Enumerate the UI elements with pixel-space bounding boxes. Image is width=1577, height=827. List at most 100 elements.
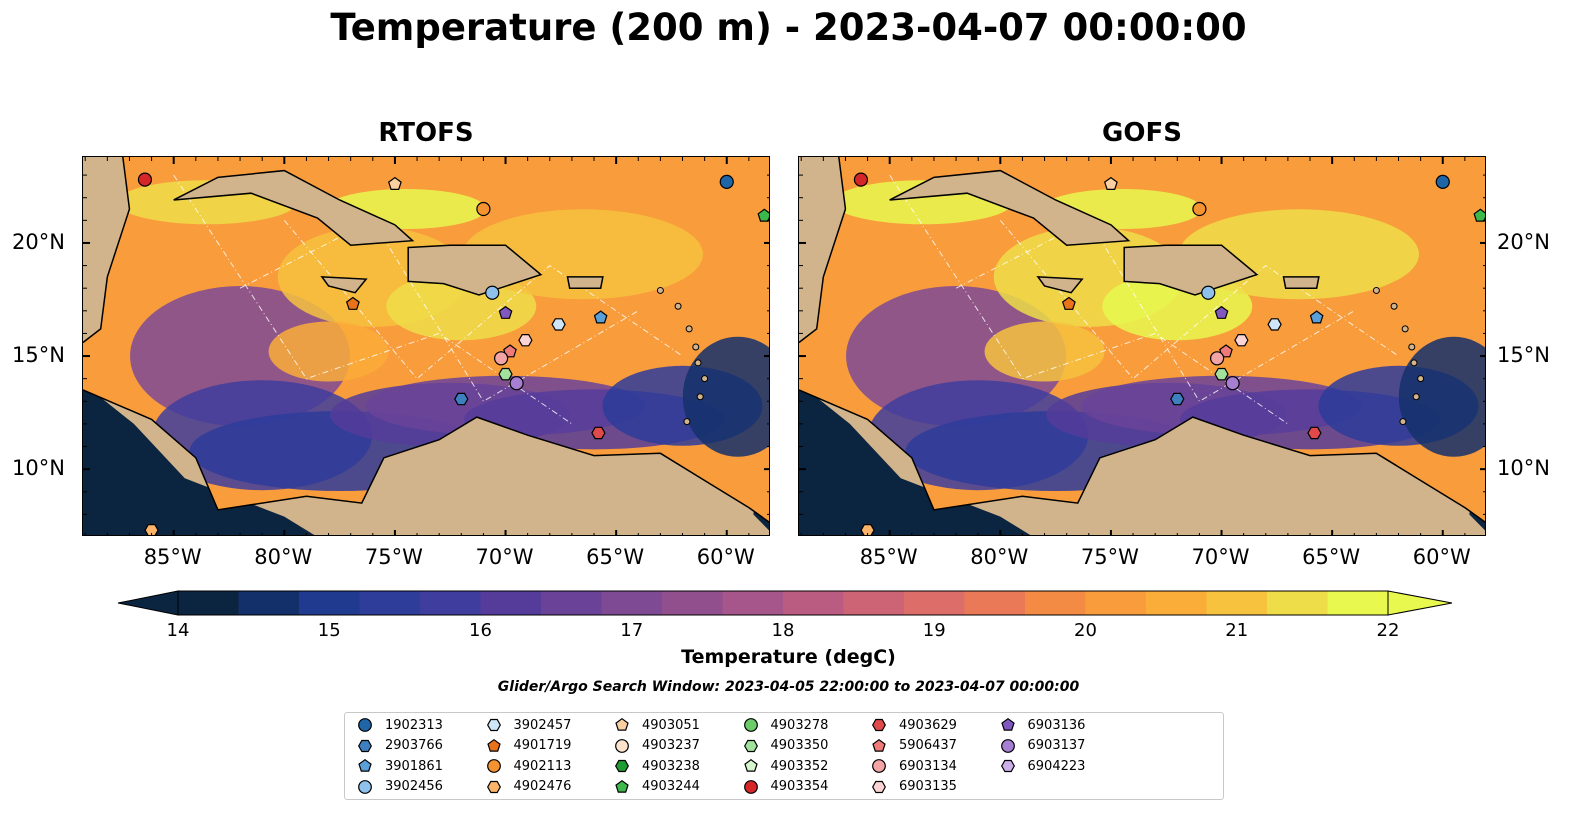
lon-tick-label: 70°W (475, 545, 534, 569)
legend-label: 6904223 (1027, 758, 1086, 774)
legend-item-4901719: 4901719 (486, 736, 572, 756)
map-panel-rtofs[interactable] (82, 156, 770, 536)
float-marker-4903051[interactable] (387, 176, 402, 190)
colorbar-tick-label: 21 (1225, 620, 1249, 641)
legend-hexagon-icon (615, 759, 629, 773)
float-marker-6903136[interactable] (1214, 305, 1229, 319)
float-marker-3901861[interactable] (1309, 310, 1324, 324)
legend-item-3902456: 3902456 (357, 777, 443, 797)
lat-tick-label-left: 10°N (12, 456, 65, 481)
float-marker-4901719[interactable] (1061, 296, 1076, 310)
figure-title: Temperature (200 m) - 2023-04-07 00:00:0… (330, 6, 1247, 49)
lon-tick-label: 60°W (1412, 545, 1471, 569)
legend-item-4903352: 4903352 (743, 756, 828, 776)
legend-item-2903766: 2903766 (357, 736, 443, 756)
float-marker-6903136[interactable] (498, 305, 513, 319)
lat-tick-label-right: 20°N (1497, 229, 1550, 254)
colorbar-bin (420, 591, 481, 615)
float-marker-4903051[interactable] (1103, 176, 1118, 190)
colorbar-bin (1025, 591, 1086, 615)
legend-label: 6903136 (1027, 717, 1086, 733)
float-marker-4901719[interactable] (345, 296, 360, 310)
colorbar-bin (1085, 591, 1147, 615)
float-marker-3902456[interactable] (485, 285, 500, 300)
float-marker-4903629[interactable] (591, 426, 606, 440)
legend-item-6904223: 6904223 (1000, 756, 1086, 776)
float-marker-6903134[interactable] (494, 351, 509, 366)
legend-label: 3901861 (385, 758, 443, 774)
legend-label: 4903629 (899, 717, 957, 733)
float-marker-6903135[interactable] (1234, 334, 1249, 347)
legend-hexagon-icon (1000, 759, 1015, 773)
colorbar (117, 590, 1453, 616)
colorbar-bin (480, 591, 542, 615)
float-marker-4903629[interactable] (1307, 426, 1322, 440)
float-marker-6903134[interactable] (1210, 351, 1225, 366)
colorbar-bin (722, 591, 784, 615)
legend-item-6903136: 6903136 (1000, 715, 1086, 735)
float-marker-4903350[interactable] (498, 367, 513, 381)
float-marker-4903350[interactable] (1214, 367, 1229, 381)
float-marker-4902113[interactable] (476, 201, 491, 217)
legend-label: 3902456 (385, 779, 443, 794)
legend-item-4903238: 4903238 (614, 756, 700, 776)
float-marker-3902457[interactable] (551, 318, 566, 331)
float-marker-4903244[interactable] (757, 208, 770, 222)
legend-hexagon-icon (486, 780, 501, 793)
legend-item-3901861: 3901861 (357, 756, 443, 776)
legend-label: 3902457 (513, 717, 572, 733)
float-marker-5906437[interactable] (1219, 344, 1233, 358)
colorbar-bin (843, 591, 905, 615)
float-marker-4903244[interactable] (1473, 208, 1486, 222)
float-marker-4902476[interactable] (860, 524, 875, 536)
legend-label: 4901719 (513, 738, 572, 753)
legend-item-4902476: 4902476 (486, 777, 572, 797)
legend-hexagon-icon (486, 718, 501, 732)
colorbar-bin (662, 591, 723, 615)
legend-label: 4902476 (513, 779, 572, 794)
legend-label: 4903350 (770, 738, 829, 753)
float-marker-3902456[interactable] (1201, 285, 1216, 300)
legend-circle-icon (1000, 738, 1015, 753)
legend-pentagon-icon (743, 758, 758, 772)
legend-label: 4903238 (642, 758, 700, 774)
lat-tick-label-left: 20°N (12, 229, 65, 254)
legend-hexagon-icon (872, 780, 886, 793)
colorbar-tick-label: 15 (317, 620, 341, 641)
search-window-text: Glider/Argo Search Window: 2023-04-05 22… (497, 679, 1080, 695)
float-marker-1902313[interactable] (719, 174, 734, 189)
float-marker-1902313[interactable] (1435, 174, 1450, 189)
float-marker-2903766[interactable] (454, 392, 469, 406)
legend-label: 5906437 (899, 738, 957, 753)
colorbar-bin (1267, 591, 1328, 615)
float-marker-6903137[interactable] (509, 376, 524, 391)
float-marker-5906437[interactable] (503, 344, 517, 358)
float-marker-4902113[interactable] (1192, 201, 1207, 217)
legend-item-5906437: 5906437 (871, 736, 957, 756)
colorbar-bin (904, 591, 965, 615)
colorbar-tick-label: 16 (469, 620, 492, 641)
colorbar-bin (601, 591, 663, 615)
float-marker-6903137[interactable] (1225, 376, 1240, 391)
float-marker-4903354[interactable] (137, 172, 153, 187)
map-panel-gofs[interactable] (798, 156, 1486, 536)
colorbar-bin (359, 591, 421, 615)
float-marker-3901861[interactable] (593, 310, 608, 324)
colorbar-bin (1327, 591, 1389, 615)
float-marker-4903354[interactable] (853, 172, 869, 187)
legend-circle-icon (358, 779, 372, 794)
lon-tick-label: 85°W (859, 545, 918, 569)
legend-item-4903244: 4903244 (614, 777, 700, 797)
legend-circle-icon (872, 759, 886, 773)
float-marker-2903766[interactable] (1170, 392, 1185, 406)
float-marker-3902457[interactable] (1267, 318, 1282, 331)
legend-item-4903354: 4903354 (743, 777, 828, 797)
legend-hexagon-icon (743, 739, 758, 752)
legend-item-4903629: 4903629 (871, 715, 957, 735)
lon-tick-label: 75°W (364, 545, 423, 569)
float-marker-4902476[interactable] (144, 524, 159, 536)
colorbar-label: Temperature (degC) (681, 646, 896, 668)
colorbar-tick-label: 14 (166, 620, 190, 641)
legend-pentagon-icon (358, 758, 372, 772)
float-marker-6903135[interactable] (518, 334, 533, 347)
